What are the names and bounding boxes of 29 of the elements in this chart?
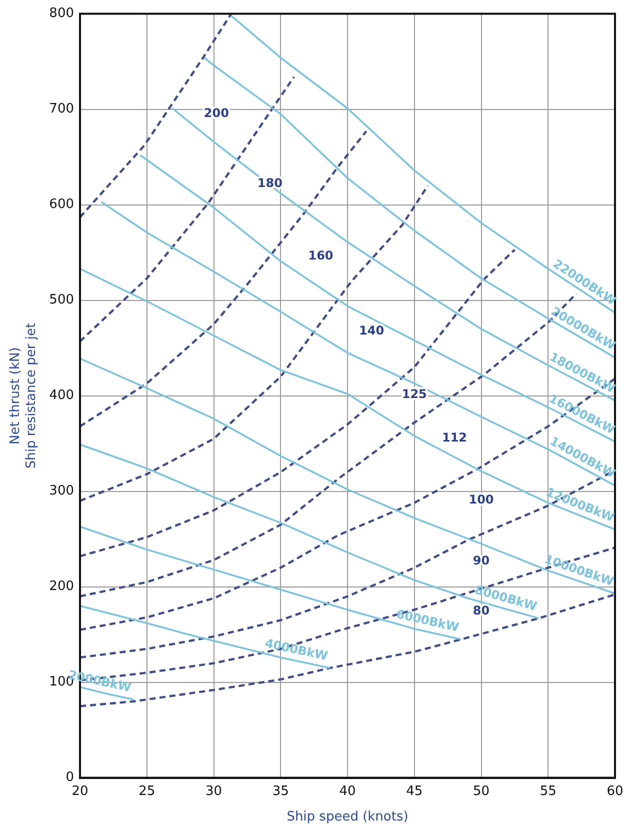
y-axis-title: Net thrust (kN) Ship resistance per jet xyxy=(8,322,39,469)
annotation: 125 xyxy=(402,386,427,401)
y-tick-label: 700 xyxy=(49,102,74,117)
y-tick-label: 200 xyxy=(49,579,74,594)
annotation: 90 xyxy=(472,554,490,568)
annotation: 100 xyxy=(468,492,494,507)
line-series xyxy=(80,248,516,558)
line-series xyxy=(80,14,232,218)
x-tick-label: 60 xyxy=(606,784,624,799)
x-tick-label: 40 xyxy=(339,784,356,799)
x-tick-label: 20 xyxy=(72,784,88,799)
y-tick-label: 600 xyxy=(49,197,74,212)
x-tick-label: 30 xyxy=(205,784,222,799)
y-tick-label: 800 xyxy=(49,6,74,22)
x-tick-label: 35 xyxy=(272,784,289,799)
line-series xyxy=(80,76,296,342)
y-tick-label: 400 xyxy=(49,388,74,404)
x-axis-title: Ship speed (knots) xyxy=(286,810,408,825)
y-tick-label: 300 xyxy=(49,484,74,499)
x-tick-label: 25 xyxy=(138,784,156,799)
annotation: 160 xyxy=(308,248,334,263)
y-tick-label: 0 xyxy=(66,770,74,786)
x-tick-label: 45 xyxy=(406,784,423,799)
annotation: 140 xyxy=(359,324,384,338)
x-tick-label: 50 xyxy=(472,784,490,799)
y-tick-label: 500 xyxy=(49,292,74,308)
annotation: 200 xyxy=(204,106,229,120)
annotation: 112 xyxy=(442,430,468,444)
x-tick-label: 55 xyxy=(540,784,556,799)
